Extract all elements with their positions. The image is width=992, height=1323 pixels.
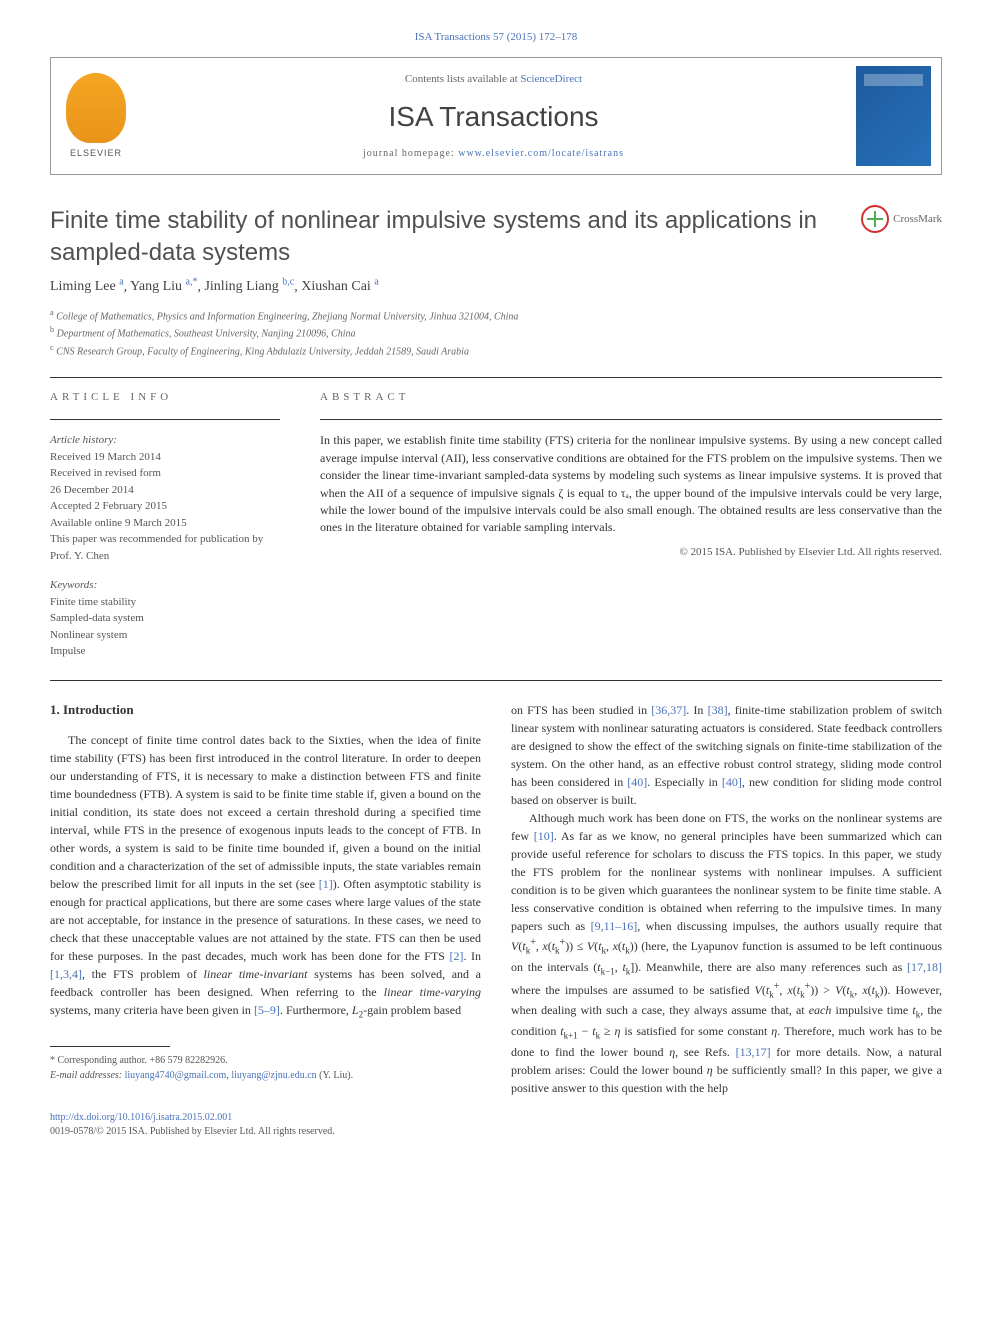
crossmark-badge[interactable]: CrossMark [861, 205, 942, 233]
keywords: Finite time stability Sampled-data syste… [50, 594, 280, 660]
keyword: Sampled-data system [50, 610, 280, 627]
keyword: Impulse [50, 643, 280, 660]
divider [50, 419, 280, 420]
abstract-text: In this paper, we establish finite time … [320, 432, 942, 536]
footnotes: * Corresponding author. +86 579 82282926… [50, 1053, 481, 1083]
body-paragraph: on FTS has been studied in [36,37]. In [… [511, 701, 942, 1097]
citation-link[interactable]: [17,18] [907, 960, 942, 974]
publisher-name: ELSEVIER [70, 147, 122, 160]
article-title: Finite time stability of nonlinear impul… [50, 205, 841, 267]
contents-line: Contents lists available at ScienceDirec… [161, 72, 826, 87]
history-label: Article history: [50, 432, 280, 449]
footnote-divider [50, 1046, 170, 1047]
contents-prefix: Contents lists available at [405, 73, 520, 85]
author-email-link[interactable]: liuyang@zjnu.edu.cn [231, 1070, 316, 1081]
affiliation: b Department of Mathematics, Southeast U… [50, 324, 942, 341]
history-line: Received 19 March 2014 [50, 449, 280, 466]
affil-link[interactable]: a,* [186, 277, 198, 288]
author: Jinling Liang b,c [204, 279, 294, 294]
author-email-link[interactable]: liuyang4740@gmail.com [125, 1070, 227, 1081]
journal-cover-thumbnail [856, 66, 931, 166]
keyword: Nonlinear system [50, 627, 280, 644]
author: Yang Liu a,* [130, 279, 197, 294]
section-heading: 1. Introduction [50, 701, 481, 719]
history-line: 26 December 2014 [50, 482, 280, 499]
history-line: Accepted 2 February 2015 [50, 498, 280, 515]
keyword: Finite time stability [50, 594, 280, 611]
divider [320, 419, 942, 420]
citation-link[interactable]: [36,37] [651, 703, 686, 717]
citation-link[interactable]: [1] [319, 877, 333, 891]
citation-link[interactable]: [10] [534, 829, 554, 843]
journal-homepage: journal homepage: www.elsevier.com/locat… [161, 147, 826, 161]
history-line: Received in revised form [50, 465, 280, 482]
affil-link[interactable]: a [119, 277, 123, 288]
history-line: Available online 9 March 2015 [50, 515, 280, 532]
email-suffix: (Y. Liu). [317, 1070, 353, 1081]
divider [50, 680, 942, 681]
divider [50, 377, 942, 378]
issn-line: 0019-0578/© 2015 ISA. Published by Elsev… [50, 1125, 942, 1139]
author: Liming Lee a [50, 279, 124, 294]
body-paragraph: The concept of finite time control dates… [50, 731, 481, 1022]
journal-reference: ISA Transactions 57 (2015) 172–178 [50, 30, 942, 45]
homepage-prefix: journal homepage: [363, 148, 458, 159]
affiliation: c CNS Research Group, Faculty of Enginee… [50, 342, 942, 359]
email-line: E-mail addresses: liuyang4740@gmail.com,… [50, 1068, 481, 1083]
abstract-copyright: © 2015 ISA. Published by Elsevier Ltd. A… [320, 545, 942, 560]
citation-link[interactable]: [40] [627, 775, 647, 789]
journal-ref-link[interactable]: ISA Transactions 57 (2015) 172–178 [415, 31, 578, 43]
affiliation: a College of Mathematics, Physics and In… [50, 307, 942, 324]
citation-link[interactable]: [2] [450, 949, 464, 963]
homepage-link[interactable]: www.elsevier.com/locate/isatrans [458, 148, 624, 159]
elsevier-tree-icon [66, 73, 126, 143]
citation-link[interactable]: [9,11–16] [591, 919, 638, 933]
author-list: Liming Lee a, Yang Liu a,*, Jinling Lian… [50, 276, 942, 297]
doi-line: http://dx.doi.org/10.1016/j.isatra.2015.… [50, 1111, 942, 1125]
keywords-label: Keywords: [50, 578, 280, 593]
doi-link[interactable]: http://dx.doi.org/10.1016/j.isatra.2015.… [50, 1112, 232, 1123]
abstract-label: ABSTRACT [320, 390, 942, 405]
article-history: Article history: Received 19 March 2014 … [50, 432, 280, 564]
crossmark-icon [861, 205, 889, 233]
journal-header: ELSEVIER Contents lists available at Sci… [50, 57, 942, 175]
journal-title: ISA Transactions [161, 97, 826, 136]
affiliations: a College of Mathematics, Physics and In… [50, 307, 942, 359]
affil-link[interactable]: a [374, 277, 378, 288]
publisher-logo: ELSEVIER [51, 58, 141, 174]
sciencedirect-link[interactable]: ScienceDirect [520, 73, 582, 85]
citation-link[interactable]: [40] [722, 775, 742, 789]
citation-link[interactable]: [1,3,4] [50, 967, 82, 981]
history-line: This paper was recommended for publicati… [50, 531, 280, 564]
crossmark-label: CrossMark [893, 212, 942, 227]
corresponding-author: * Corresponding author. +86 579 82282926… [50, 1053, 481, 1068]
email-label: E-mail addresses: [50, 1070, 125, 1081]
author: Xiushan Cai a [301, 279, 379, 294]
citation-link[interactable]: [13,17] [736, 1045, 771, 1059]
citation-link[interactable]: [38] [708, 703, 728, 717]
affil-link[interactable]: b,c [282, 277, 294, 288]
article-info-label: ARTICLE INFO [50, 390, 280, 405]
citation-link[interactable]: [5–9] [254, 1003, 280, 1017]
